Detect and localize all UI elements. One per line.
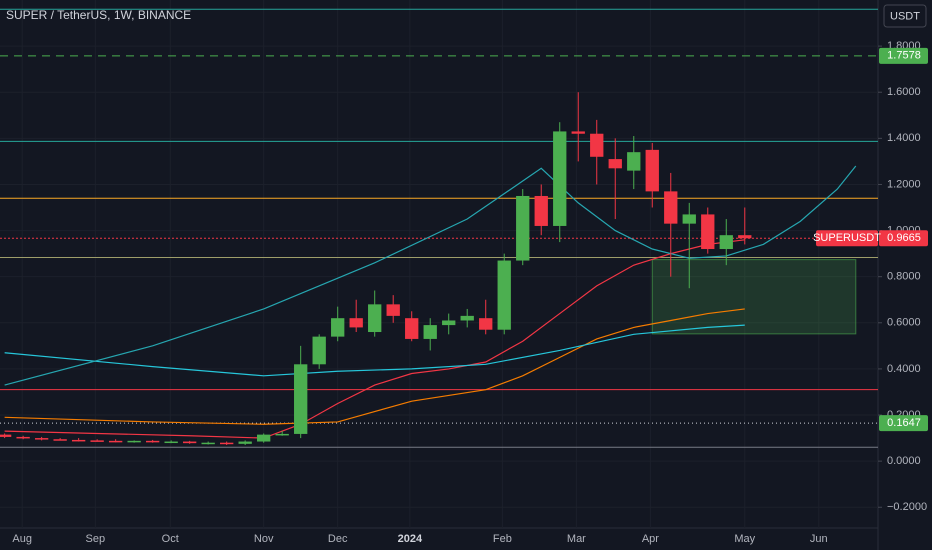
- candle-body: [90, 440, 104, 442]
- candle-body: [516, 195, 530, 261]
- candle-body: [0, 434, 12, 437]
- candle-body: [405, 318, 419, 339]
- axis-label: USDT: [890, 10, 920, 22]
- candle-body: [386, 304, 400, 316]
- y-tick-label: 0.8000: [887, 271, 921, 283]
- candle-body: [53, 439, 67, 441]
- candle-body: [608, 159, 622, 169]
- candle-body: [220, 442, 234, 445]
- candle-body: [294, 364, 308, 434]
- y-tick-label: 0.0000: [887, 455, 921, 467]
- x-tick-label: May: [734, 533, 755, 545]
- candle-body: [368, 304, 382, 333]
- candle-body: [590, 133, 604, 157]
- indicator-line: [4, 324, 745, 377]
- y-tick-label: 0.4000: [887, 363, 921, 375]
- candle-body: [238, 441, 252, 444]
- x-tick-label: Aug: [12, 533, 32, 545]
- x-tick-label: Jun: [810, 533, 828, 545]
- y-tick-label: 1.6000: [887, 86, 921, 98]
- chart-title: SUPER / TetherUS, 1W, BINANCE: [6, 8, 191, 22]
- candle-body: [312, 336, 326, 365]
- y-tick-label: 0.6000: [887, 317, 921, 329]
- price-label: 0.9665: [887, 232, 921, 244]
- x-tick-label: Apr: [642, 533, 659, 545]
- candle-body: [645, 149, 659, 192]
- price-label-bg: [879, 415, 928, 432]
- x-tick-label: Sep: [86, 533, 106, 545]
- candle-body: [719, 235, 733, 250]
- candle-body: [331, 318, 345, 337]
- candle-body: [183, 441, 197, 444]
- candle-body: [738, 235, 752, 239]
- x-tick-label: Nov: [254, 533, 274, 545]
- candle-body: [442, 320, 456, 326]
- y-tick-label: 1.2000: [887, 178, 921, 190]
- price-label-bg: [879, 230, 928, 247]
- candle-body: [349, 318, 363, 328]
- candle-body: [127, 440, 141, 443]
- y-tick-label: −0.2000: [887, 501, 927, 513]
- candle-body: [497, 260, 511, 330]
- candle-body: [479, 318, 493, 330]
- indicator-line: [4, 165, 857, 386]
- x-tick-label: Feb: [493, 533, 512, 545]
- candle-body: [571, 131, 585, 134]
- candle-body: [701, 214, 715, 250]
- indicator-line: [4, 308, 745, 425]
- candle-body: [682, 214, 696, 224]
- candle-body: [16, 436, 30, 439]
- candle-body: [534, 195, 548, 226]
- symbol-label: SUPERUSDT: [813, 232, 881, 244]
- zone-box: [651, 259, 857, 335]
- x-tick-label: Mar: [567, 533, 586, 545]
- y-tick-label: 1.4000: [887, 132, 921, 144]
- symbol-label-bg: [816, 230, 878, 247]
- candle-body: [275, 433, 289, 436]
- price-label: 1.7578: [887, 50, 921, 62]
- x-tick-label: 2024: [398, 533, 423, 545]
- candle-body: [460, 315, 474, 321]
- candle-body: [145, 440, 160, 443]
- candle-body: [664, 191, 678, 224]
- candle-body: [201, 442, 215, 445]
- candle-body: [71, 439, 86, 442]
- x-tick-label: Oct: [162, 533, 179, 545]
- candle-body: [34, 438, 49, 440]
- x-tick-label: Dec: [328, 533, 348, 545]
- candle-body: [553, 131, 567, 226]
- currency-button[interactable]: [883, 4, 927, 28]
- candle-body: [257, 434, 271, 442]
- candle-body: [423, 325, 437, 339]
- price-label: 0.1647: [887, 417, 921, 429]
- candle-body: [627, 152, 641, 171]
- price-label-bg: [879, 47, 928, 64]
- indicator-line: [4, 239, 745, 439]
- candle-body: [108, 440, 123, 443]
- candle-body: [164, 441, 178, 444]
